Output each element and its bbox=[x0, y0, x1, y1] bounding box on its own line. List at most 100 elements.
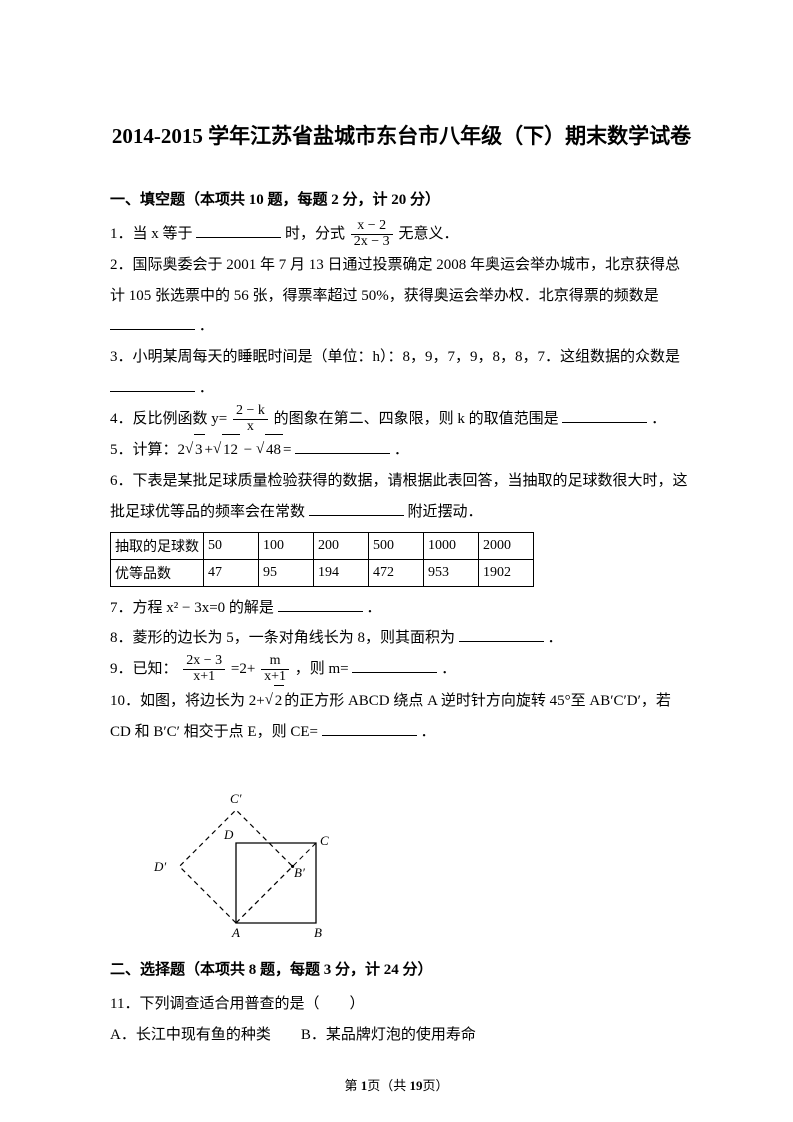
question-10: 10．如图，将边长为 2+2的正方形 ABCD 绕点 A 逆时针方向旋转 45°… bbox=[110, 685, 693, 748]
q6-blank[interactable] bbox=[309, 500, 404, 516]
q1-text-b: 时，分式 bbox=[285, 226, 345, 242]
table-cell: 95 bbox=[259, 559, 314, 586]
q1-frac-den: 2x − 3 bbox=[351, 235, 393, 250]
exam-page: 2014-2015 学年江苏省盐城市东台市八年级（下）期末数学试卷 一、填空题（… bbox=[0, 0, 793, 1122]
q9-frac1: 2x − 3 x+1 bbox=[183, 654, 225, 684]
label-Cprime: C′ bbox=[230, 791, 242, 806]
question-4: 4．反比例函数 y= 2 − k x 的图象在第二、四象限，则 k 的取值范围是… bbox=[110, 404, 693, 435]
q4-blank[interactable] bbox=[562, 407, 647, 423]
q4-frac-den: x bbox=[233, 420, 268, 435]
label-Bprime: B′ bbox=[294, 865, 305, 880]
q1-fraction: x − 2 2x − 3 bbox=[351, 219, 393, 249]
label-C: C bbox=[320, 833, 329, 848]
q10-text-a: 10．如图，将边长为 2+ bbox=[110, 693, 265, 709]
q10-blank[interactable] bbox=[322, 720, 417, 736]
q10-figure: A B C D B′ C′ D′ bbox=[146, 753, 693, 948]
question-2: 2．国际奥委会于 2001 年 7 月 13 日通过投票确定 2008 年奥运会… bbox=[110, 250, 693, 342]
q3-blank[interactable] bbox=[110, 376, 195, 392]
q5-eq: = bbox=[283, 442, 291, 458]
table-cell: 1000 bbox=[424, 532, 479, 559]
q4-text-b: 的图象在第二、四象限，则 k 的取值范围是 bbox=[274, 411, 559, 427]
question-1: 1．当 x 等于 时，分式 x − 2 2x − 3 无意义． bbox=[110, 219, 693, 250]
table-cell: 抽取的足球数 bbox=[111, 532, 204, 559]
q8-end: ． bbox=[548, 630, 563, 646]
square-rotation-icon: A B C D B′ C′ D′ bbox=[146, 753, 366, 943]
footer-a: 第 bbox=[344, 1078, 360, 1093]
table-cell: 472 bbox=[369, 559, 424, 586]
q3-end: ． bbox=[199, 380, 214, 396]
q9-frac2: m x+1 bbox=[261, 654, 289, 684]
footer-b: 页（共 bbox=[367, 1078, 409, 1093]
question-5: 5．计算：2 3+12 − 48= ． bbox=[110, 434, 693, 466]
question-6: 6．下表是某批足球质量检验获得的数据，请根据此表回答，当抽取的足球数很大时，这批… bbox=[110, 466, 693, 528]
table-cell: 194 bbox=[314, 559, 369, 586]
q8-text: 8．菱形的边长为 5，一条对角线长为 8，则其面积为 bbox=[110, 630, 455, 646]
q1-blank[interactable] bbox=[196, 222, 281, 238]
q9-frac1-den: x+1 bbox=[183, 670, 225, 685]
q8-blank[interactable] bbox=[459, 626, 544, 642]
q5-blank[interactable] bbox=[295, 438, 390, 454]
q6-table: 抽取的足球数 50 100 200 500 1000 2000 优等品数 47 … bbox=[110, 532, 534, 587]
question-8: 8．菱形的边长为 5，一条对角线长为 8，则其面积为 ． bbox=[110, 623, 693, 654]
section-2-heading: 二、选择题（本项共 8 题，每题 3 分，计 24 分） bbox=[110, 958, 693, 979]
q7-end: ． bbox=[366, 600, 381, 616]
q5-end: ． bbox=[394, 442, 409, 458]
footer-c: 页） bbox=[423, 1078, 449, 1093]
q4-end: ． bbox=[651, 411, 666, 427]
question-11: 11．下列调查适合用普查的是（ ） bbox=[110, 989, 693, 1020]
table-cell: 200 bbox=[314, 532, 369, 559]
question-9: 9．已知： 2x − 3 x+1 =2+ m x+1 ，则 m= ． bbox=[110, 654, 693, 685]
q5-rad2: 12 bbox=[222, 434, 240, 466]
q7-blank[interactable] bbox=[278, 596, 363, 612]
label-Dprime: D′ bbox=[153, 859, 166, 874]
label-A: A bbox=[231, 925, 240, 940]
q1-frac-num: x − 2 bbox=[351, 219, 393, 235]
table-cell: 2000 bbox=[479, 532, 534, 559]
footer-total: 19 bbox=[410, 1078, 423, 1093]
table-cell: 100 bbox=[259, 532, 314, 559]
q5-minus: − bbox=[240, 442, 256, 458]
question-7: 7．方程 x² − 3x=0 的解是 ． bbox=[110, 593, 693, 624]
q5-text-a: 5．计算：2 bbox=[110, 442, 185, 458]
q5-sqrt3: 48 bbox=[256, 434, 283, 466]
q10-end: ． bbox=[420, 724, 435, 740]
q4-fraction: 2 − k x bbox=[233, 404, 268, 434]
q9-text-b: ，则 m= bbox=[295, 661, 349, 677]
q9-frac1-num: 2x − 3 bbox=[183, 654, 225, 670]
q9-mid: =2+ bbox=[231, 661, 255, 677]
table-cell: 500 bbox=[369, 532, 424, 559]
q2-blank[interactable] bbox=[110, 314, 195, 330]
q4-text-a: 4．反比例函数 y= bbox=[110, 411, 227, 427]
q11-option-line: A．长江中现有鱼的种类 B．某品牌灯泡的使用寿命 bbox=[110, 1020, 693, 1051]
table-cell: 953 bbox=[424, 559, 479, 586]
question-3: 3．小明某周每天的睡眠时间是（单位：h）：8，9，7，9，8，8，7．这组数据的… bbox=[110, 342, 693, 404]
q5-plus: + bbox=[205, 442, 213, 458]
q9-text-a: 9．已知： bbox=[110, 661, 178, 677]
q1-text-a: 1．当 x 等于 bbox=[110, 226, 193, 242]
table-cell: 50 bbox=[204, 532, 259, 559]
table-row: 优等品数 47 95 194 472 953 1902 bbox=[111, 559, 534, 586]
q9-frac2-num: m bbox=[261, 654, 289, 670]
q10-sqrt: 2 bbox=[265, 685, 285, 717]
table-cell: 47 bbox=[204, 559, 259, 586]
table-cell: 1902 bbox=[479, 559, 534, 586]
q6-text-b: 附近摆动． bbox=[408, 504, 483, 520]
q7-text: 7．方程 x² − 3x=0 的解是 bbox=[110, 600, 274, 616]
q9-frac2-den: x+1 bbox=[261, 670, 289, 685]
page-title: 2014-2015 学年江苏省盐城市东台市八年级（下）期末数学试卷 bbox=[110, 120, 693, 150]
q4-frac-num: 2 − k bbox=[233, 404, 268, 420]
label-B: B bbox=[314, 925, 322, 940]
q9-blank[interactable] bbox=[352, 657, 437, 673]
q5-rad3: 48 bbox=[265, 434, 283, 466]
page-footer: 第 1页（共 19页） bbox=[0, 1075, 793, 1094]
q5-rad1: 3 bbox=[194, 434, 205, 466]
q2-text: 2．国际奥委会于 2001 年 7 月 13 日通过投票确定 2008 年奥运会… bbox=[110, 257, 680, 304]
table-row: 抽取的足球数 50 100 200 500 1000 2000 bbox=[111, 532, 534, 559]
q3-text: 3．小明某周每天的睡眠时间是（单位：h）：8，9，7，9，8，8，7．这组数据的… bbox=[110, 349, 680, 365]
label-D: D bbox=[223, 827, 234, 842]
q1-text-c: 无意义． bbox=[398, 226, 458, 242]
q5-sqrt1: 3 bbox=[185, 434, 205, 466]
q2-end: ． bbox=[199, 318, 214, 334]
q9-end: ． bbox=[441, 661, 456, 677]
q5-sqrt2: 12 bbox=[213, 434, 240, 466]
